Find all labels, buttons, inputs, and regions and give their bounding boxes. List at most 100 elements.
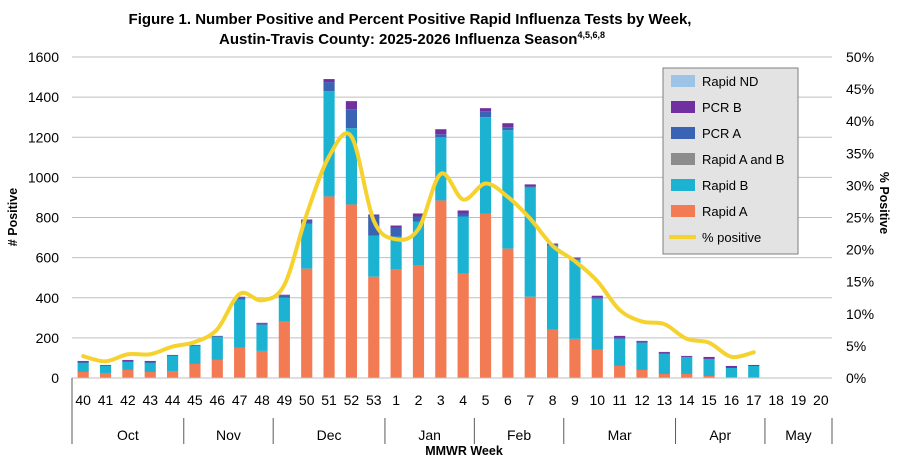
x-tick-label: 41	[98, 392, 114, 408]
x-tick-label: 42	[120, 392, 136, 408]
y-tick-label: 400	[36, 290, 60, 306]
x-tick-label: 44	[165, 392, 181, 408]
x-tick-label: 52	[344, 392, 360, 408]
bar-segment	[658, 352, 670, 354]
bar-segment	[323, 196, 335, 378]
x-tick-label: 20	[813, 392, 829, 408]
bar-segment	[502, 127, 514, 131]
bar-segment	[547, 329, 559, 378]
bar-segment	[99, 365, 112, 373]
x-axis: 40 41 42 43 44 45 46 47 48 49 50 51 52 53 1 2 3 4 5 6 7 8 9 10 1…	[71, 377, 833, 444]
bar-segment	[278, 321, 290, 378]
y-tick-label: 800	[36, 210, 60, 226]
bar-segment	[479, 117, 492, 214]
x-tick-label: 45	[187, 392, 203, 408]
bar-segment	[144, 362, 156, 372]
bar-segment	[144, 361, 156, 363]
bar-segment	[591, 295, 603, 298]
legend-label: Rapid B	[702, 178, 748, 193]
bar-segment	[435, 129, 447, 135]
bar-segment	[591, 297, 603, 299]
bar-segment	[345, 128, 357, 205]
x-tick-label: 3	[437, 392, 445, 408]
bar-segment	[390, 227, 402, 237]
chart-title-line2: Austin-Travis County: 2025-2026 Influenz…	[219, 30, 605, 48]
bar-segment	[569, 259, 581, 339]
bar-segment	[479, 213, 492, 378]
bar-segment	[502, 130, 514, 249]
bar-segment	[725, 367, 737, 377]
bar-segment	[211, 336, 223, 360]
bar-segment	[435, 200, 447, 378]
legend-swatch	[671, 75, 695, 87]
legend-label: Rapid ND	[702, 74, 758, 89]
bar-segment	[502, 123, 514, 128]
month-label: May	[785, 427, 811, 443]
x-axis-title: MMWR Week	[425, 444, 503, 458]
bar-segment	[636, 340, 648, 342]
bar-segment	[479, 108, 492, 112]
y-tick-label: 1400	[28, 89, 59, 105]
bar-segment	[524, 184, 536, 187]
bar-segment	[390, 269, 402, 378]
bar-segment	[256, 322, 268, 324]
x-tick-label: 46	[210, 392, 226, 408]
bar-segment	[748, 365, 760, 377]
bar-segment	[256, 323, 268, 325]
legend-label: % positive	[702, 230, 761, 245]
legend-label: Rapid A	[702, 204, 748, 219]
month-label: Oct	[117, 427, 139, 443]
bar-segment	[301, 220, 313, 224]
bar-segment	[725, 376, 737, 378]
x-tick-label: 43	[142, 392, 158, 408]
chart-title-line2-text: Austin-Travis County: 2025-2026 Influenz…	[219, 31, 577, 48]
x-tick-label: 8	[549, 392, 557, 408]
legend-swatch	[671, 101, 695, 113]
y-axis-title: # Positive	[6, 188, 20, 246]
x-tick-label: 9	[571, 392, 579, 408]
month-label: Jan	[418, 427, 441, 443]
bar-segment	[636, 342, 648, 370]
bar-segment	[323, 79, 335, 83]
y2-tick-label: 30%	[846, 177, 874, 193]
bar-segment	[547, 245, 559, 330]
chart-title-line1: Figure 1. Number Positive and Percent Po…	[129, 11, 692, 28]
x-tick-label: 47	[232, 392, 248, 408]
bar-segment	[412, 221, 425, 266]
bar-segment	[77, 360, 89, 362]
x-tick-label: 48	[254, 392, 270, 408]
bar-segment	[614, 335, 626, 338]
bar-segment	[412, 213, 425, 217]
bar-segment	[636, 341, 648, 343]
x-tick-label: 4	[459, 392, 467, 408]
y2-tick-label: 35%	[846, 145, 874, 161]
bar-segment	[457, 210, 469, 214]
x-tick-label: 1	[392, 392, 400, 408]
bar-segment	[167, 354, 179, 356]
bar-segment	[77, 362, 89, 372]
y2-tick-label: 50%	[846, 49, 874, 65]
x-tick-label: 11	[612, 392, 627, 408]
bar-segment	[256, 350, 268, 378]
bar-segment	[77, 371, 89, 378]
bar-segment	[748, 364, 760, 366]
bar-segment	[591, 298, 603, 350]
bar-segment	[412, 265, 425, 378]
x-tick-label: 53	[366, 392, 382, 408]
bar-segment	[144, 360, 156, 362]
x-tick-label: 50	[299, 392, 315, 408]
bar-segment	[748, 376, 760, 378]
bar-segment	[256, 324, 268, 351]
bar-segment	[77, 361, 89, 363]
gridlines	[72, 56, 832, 379]
bar-segment	[390, 236, 402, 270]
bar-segment	[703, 356, 715, 359]
y2-tick-label: 15%	[846, 274, 874, 290]
legend-label: PCR B	[702, 100, 742, 115]
bar-segment	[681, 373, 693, 378]
bar-segment	[725, 365, 737, 368]
x-tick-label: 6	[504, 392, 512, 408]
bar-segment	[234, 296, 246, 298]
x-tick-label: 51	[321, 392, 337, 408]
